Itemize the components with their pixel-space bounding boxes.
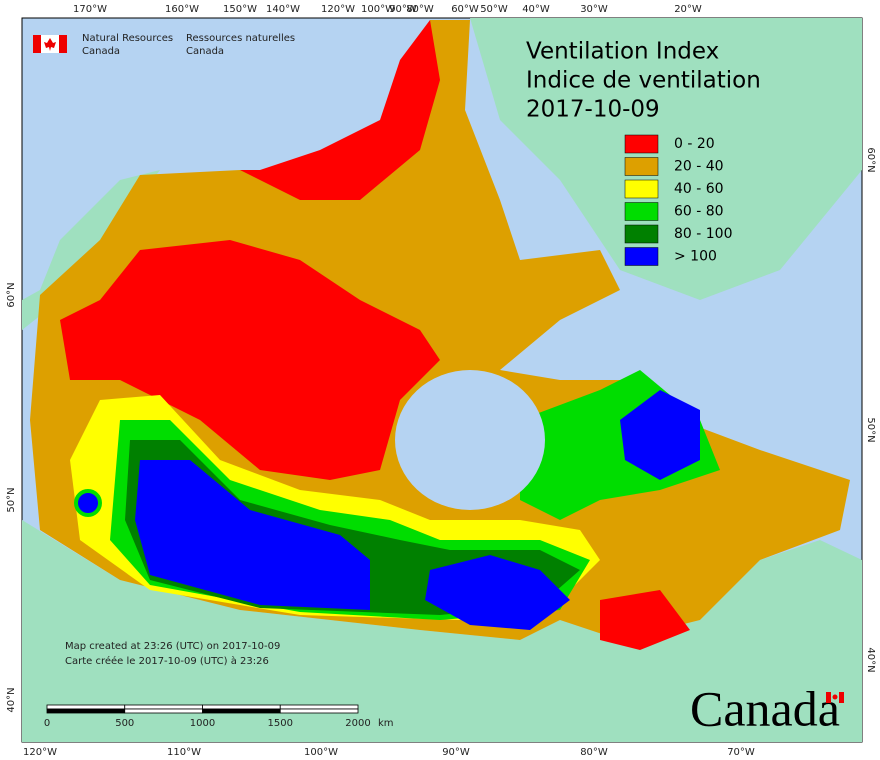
scale-label: 2000 [345, 718, 370, 729]
scale-label: 500 [115, 718, 134, 729]
left-label: 50°N [6, 487, 17, 512]
top-label: 60°W [451, 4, 479, 15]
top-label: 50°W [480, 4, 508, 15]
scale-label: 1500 [268, 718, 293, 729]
top-label: 30°W [580, 4, 608, 15]
flag-bar [839, 692, 844, 703]
legend-swatch [624, 247, 659, 266]
bottom-label: 80°W [580, 747, 608, 758]
canada-zones [30, 20, 850, 650]
zone [600, 590, 690, 650]
agency-en: Canada [82, 46, 120, 57]
scale-segment [279, 708, 359, 714]
legend-swatch [624, 224, 659, 244]
legend-label: 80 - 100 [674, 226, 733, 242]
zone [620, 390, 700, 480]
bottom-label: 120°W [23, 747, 57, 758]
scale-segment [124, 708, 203, 714]
left-label: 60°N [6, 282, 17, 307]
graticule-labels: 170°W 160°W 150°W 140°W 120°W 100°W90°W80°W 60… [6, 4, 876, 758]
zone [135, 460, 370, 610]
bottom-label: 90°W [442, 747, 470, 758]
legend-swatch [624, 179, 659, 199]
flag-leaf [44, 38, 56, 51]
bottom-label: 110°W [167, 747, 201, 758]
right-label: 50°N [865, 417, 876, 442]
top-label: 20°W [674, 4, 702, 15]
scale-segment [202, 708, 281, 714]
legend-label: 40 - 60 [674, 181, 724, 197]
legend-label: > 100 [674, 249, 717, 265]
bottom-label: 70°W [727, 747, 755, 758]
bottom-label: 100°W [304, 747, 338, 758]
zone [240, 20, 440, 200]
left-label: 40°N [6, 687, 17, 712]
wordmark: Canada [690, 680, 840, 736]
legend-swatch [624, 202, 659, 221]
note: Carte créée le 2017-10-09 (UTC) à 23:26 [65, 655, 269, 667]
top-label: 140°W [266, 4, 300, 15]
agency-signature: Natural Resources Canada Ressources natu… [33, 33, 295, 57]
scale-unit: km [378, 718, 394, 729]
flag-bar [33, 35, 41, 53]
top-label: 80°W [406, 4, 434, 15]
right-label: 40°N [865, 647, 876, 672]
zone [60, 240, 440, 480]
wordmark-flag [826, 692, 844, 703]
scale-segment [124, 704, 203, 710]
top-label: 120°W [321, 4, 355, 15]
agency-en: Natural Resources [82, 33, 173, 44]
right-label: 60°N [865, 147, 876, 172]
usa [22, 520, 862, 742]
flag-leaf [832, 694, 838, 700]
scale-label: 1000 [190, 718, 215, 729]
scale-segment [202, 704, 281, 710]
scale-bar: 0 500 1000 1500 2000 km [44, 704, 394, 729]
scale-segment [46, 708, 126, 714]
legend-swatch [624, 157, 659, 176]
legend-label: 0 - 20 [674, 136, 715, 152]
top-label: 160°W [165, 4, 199, 15]
title: Ventilation Index [526, 39, 719, 65]
scale-segment [279, 704, 359, 710]
note: Map created at 23:26 (UTC) on 2017-10-09 [65, 641, 280, 652]
flag-bar [826, 692, 831, 703]
agency-fr: Ressources naturelles [186, 33, 295, 44]
legend-label: 20 - 40 [674, 159, 724, 175]
legend-swatch [624, 134, 659, 154]
hudson-bay [395, 370, 545, 510]
flag-bar [59, 35, 67, 53]
date: 2017-10-09 [526, 97, 660, 123]
zone [425, 555, 570, 630]
top-label: 170°W [73, 4, 107, 15]
legend: 0 - 20 20 - 40 40 - 60 60 - 80 80 - 100 > 100 [624, 134, 733, 266]
legend-label: 60 - 80 [674, 204, 724, 220]
title: Indice de ventilation [526, 68, 761, 94]
top-label: 90°W [389, 4, 417, 15]
top-label: 100°W [361, 4, 395, 15]
agency-fr: Canada [186, 46, 224, 57]
top-label: 150°W [223, 4, 257, 15]
top-label: 40°W [522, 4, 550, 15]
zone [74, 489, 102, 517]
greenland [470, 18, 862, 300]
scale-label: 0 [44, 718, 50, 729]
scale-segment [46, 704, 126, 710]
